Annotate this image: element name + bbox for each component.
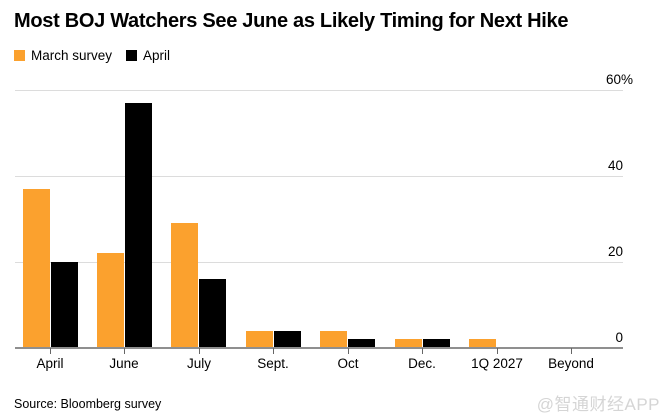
x-axis-baseline	[15, 347, 623, 349]
bar-april-sept-	[273, 330, 301, 348]
x-tick-oct	[348, 348, 349, 354]
x-axis-label-beyond: Beyond	[548, 356, 594, 371]
y-axis-label-60: 60%	[605, 72, 633, 87]
y-axis-label-0: 0	[615, 330, 623, 345]
bar-march-survey-oct	[320, 330, 348, 348]
bar-april-june	[125, 102, 152, 348]
x-tick-july	[199, 348, 200, 354]
bar-april-dec-	[422, 339, 450, 348]
y-axis-label-20: 20	[607, 244, 623, 259]
bar-march-survey-1q-2027	[469, 339, 497, 348]
gridline-40	[15, 176, 623, 177]
legend: March survey April	[14, 46, 170, 64]
legend-swatch-april	[126, 49, 138, 61]
bar-march-survey-april	[22, 188, 50, 348]
legend-label-april: April	[143, 47, 171, 63]
bar-april-oct	[348, 339, 376, 348]
source-note: Source: Bloomberg survey	[14, 397, 162, 411]
x-axis-label-1q-2027: 1Q 2027	[471, 356, 523, 371]
bar-march-survey-sept-	[245, 330, 273, 348]
legend-label-march-survey: March survey	[31, 47, 113, 63]
x-tick-1q-2027	[497, 348, 498, 354]
x-axis-label-june: June	[109, 356, 139, 371]
legend-swatch-march-survey	[14, 49, 25, 61]
gridline-20	[15, 262, 623, 263]
watermark: @智通财经APP	[536, 395, 660, 414]
x-tick-june	[124, 348, 125, 354]
bar-march-survey-june	[97, 253, 124, 348]
gridline-60	[15, 90, 623, 91]
x-axis-label-sept-: Sept.	[257, 356, 289, 371]
y-axis-label-40: 40	[607, 158, 623, 173]
x-tick-sept-	[273, 348, 274, 354]
bar-april-july	[199, 279, 227, 348]
bar-march-survey-july	[171, 223, 199, 348]
x-tick-dec-	[422, 348, 423, 354]
x-axis-label-oct: Oct	[337, 356, 359, 371]
x-axis-label-dec-: Dec.	[408, 356, 436, 371]
x-tick-beyond	[571, 348, 572, 354]
bar-march-survey-dec-	[394, 339, 422, 348]
bar-april-april	[50, 262, 78, 348]
x-axis-label-july: July	[186, 356, 212, 371]
x-tick-april	[50, 348, 51, 354]
chart-title: Most BOJ Watchers See June as Likely Tim…	[14, 10, 569, 32]
x-axis-label-april: April	[36, 356, 64, 371]
